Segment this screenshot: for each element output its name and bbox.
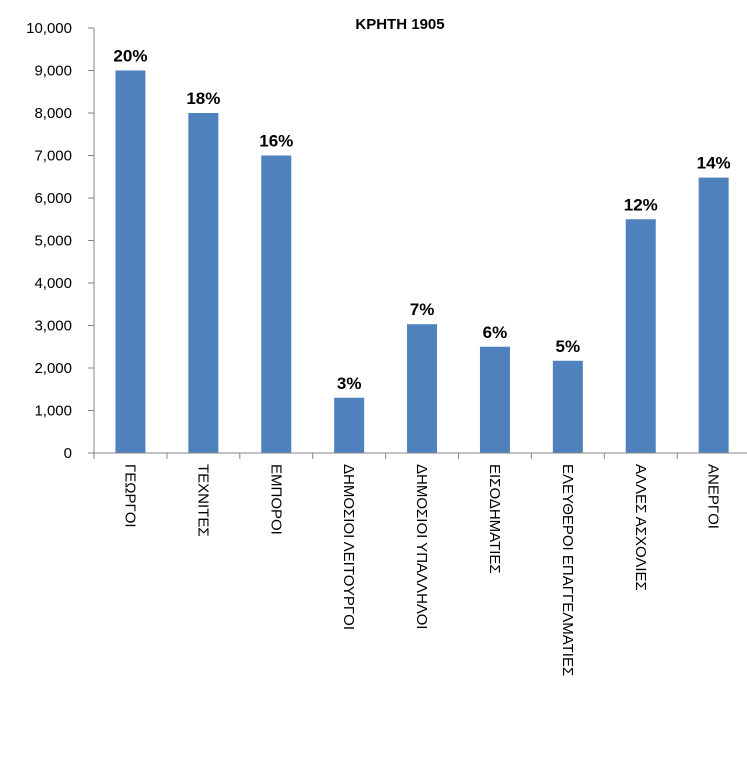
x-axis: ΓΕΩΡΓΟΙ ΤΕΧΝΙΤΕΣ ΕΜΠΟΡΟΙ ΔΗΜΟΣΙΟΙ ΛΕΙΤΟΥΡΓΟ… <box>93 452 747 676</box>
x-tick-label: ΕΛΕΥΘΕΡΟΙ ΕΠΑΓΓΕΛΜΑΤΙΕΣ <box>559 464 576 676</box>
x-tick-label: ΑΛΛΕΣ ΑΣΧΟΛΙΕΣ <box>632 464 649 591</box>
bar <box>407 324 438 453</box>
data-labels: 20% 18% 16% 3% 7% 6% 5% 12% 14% <box>113 47 730 393</box>
x-tick-label: ΕΜΠΟΡΟΙ <box>267 464 284 535</box>
y-tick-label: 10,000 <box>26 20 72 37</box>
x-tick-label: ΑΝΕΡΓΟΙ <box>705 464 722 529</box>
x-tick-label: ΔΗΜΟΣΙΟΙ ΛΕΙΤΟΥΡΓΟΙ <box>340 464 357 630</box>
data-label: 12% <box>624 195 658 214</box>
x-tick-label: ΔΗΜΟΣΙΟΙ ΥΠΑΛΛΗΛΟΙ <box>413 464 430 629</box>
data-label: 6% <box>483 323 508 342</box>
data-label: 7% <box>410 300 435 319</box>
y-tick-label: 3,000 <box>34 318 72 335</box>
x-tick-label: ΓΕΩΡΓΟΙ <box>121 464 138 528</box>
y-tick-label: 8,000 <box>34 105 72 122</box>
x-tick-label: ΤΕΧΝΙΤΕΣ <box>194 464 211 537</box>
bar <box>115 70 146 453</box>
bar <box>188 113 219 453</box>
bar <box>625 219 656 453</box>
y-tick-label: 9,000 <box>34 63 72 80</box>
bar <box>479 346 510 453</box>
y-tick-label: 1,000 <box>34 403 72 420</box>
bar <box>552 360 583 453</box>
data-label: 16% <box>259 132 293 151</box>
data-label: 3% <box>337 374 362 393</box>
bar <box>334 397 365 453</box>
data-label: 20% <box>113 47 147 66</box>
bars <box>115 70 729 453</box>
data-label: 18% <box>186 89 220 108</box>
bar <box>698 177 729 453</box>
y-axis: 0 1,000 2,000 3,000 4,000 5,000 6,000 7,000 8,00… <box>26 20 95 462</box>
y-tick-label: 5,000 <box>34 233 72 250</box>
y-tick-label: 2,000 <box>34 360 72 377</box>
bar <box>261 155 292 453</box>
y-tick-label: 7,000 <box>34 148 72 165</box>
y-tick-label: 4,000 <box>34 275 72 292</box>
y-tick-label: 0 <box>64 445 72 462</box>
data-label: 14% <box>697 154 731 173</box>
data-label: 5% <box>556 337 581 356</box>
chart-title: ΚΡΗΤΗ 1905 <box>355 16 444 33</box>
y-tick-label: 6,000 <box>34 190 72 207</box>
x-tick-label: ΕΙΣΟΔΗΜΑΤΙΕΣ <box>486 464 503 574</box>
